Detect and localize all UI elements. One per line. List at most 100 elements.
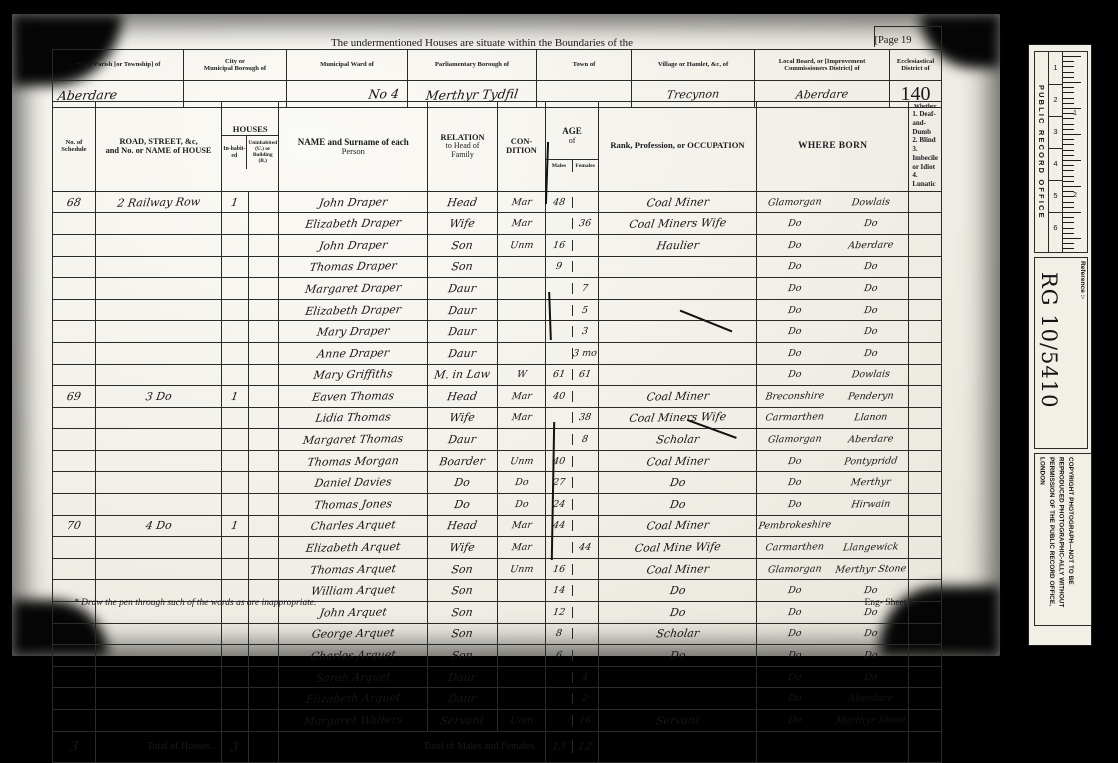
- born-county: Do: [787, 261, 803, 273]
- table-row: Thomas Morgan Boarder Unm 40 Coal Miner Do Pon…: [52, 449, 942, 473]
- cell-houses-inhabited: [221, 536, 249, 559]
- cell-houses-uninhabited: [247, 514, 280, 538]
- born-place: Do: [863, 325, 879, 338]
- cell-schedule: [52, 709, 96, 732]
- cell-relation: Do: [427, 471, 498, 495]
- cell-houses-inhabited: [221, 212, 249, 235]
- cell-road: [94, 709, 223, 732]
- cell-age-females: [573, 261, 598, 272]
- cell-occupation: Coal Mine Wife: [597, 536, 758, 559]
- cell-occupation: Coal Miner: [597, 190, 758, 214]
- cell-relation: Son: [427, 557, 498, 581]
- born-place: Penderyn: [847, 390, 895, 403]
- cell-age: 40: [545, 385, 599, 408]
- cell-schedule: 68: [52, 190, 96, 214]
- cell-schedule: 70: [52, 514, 96, 538]
- cell-houses-inhabited: [221, 665, 249, 689]
- table-row: Mary Griffiths M. in Law W 61 61 Do Dowlais: [52, 363, 942, 387]
- cell-where-born: Do Do: [756, 341, 910, 365]
- table-row: George Arquet Son 8 Scholar Do Do: [52, 622, 942, 646]
- cell-condition: W: [496, 363, 547, 387]
- cell-condition: Do: [496, 471, 547, 495]
- cell-age-males: 16: [546, 240, 573, 251]
- cell-houses-inhabited: 1: [221, 190, 249, 214]
- cell-houses-inhabited: [221, 449, 249, 473]
- cell-where-born: Do Do: [756, 212, 910, 235]
- cell-name: Elizabeth Arquet: [278, 687, 429, 710]
- place-header-table: *Civil Parish [or Township] of City or M…: [52, 49, 942, 108]
- cell-houses-inhabited: [221, 233, 249, 257]
- cell-where-born: Do Do: [756, 298, 910, 322]
- cell-where-born: Do Dowlais: [756, 363, 910, 387]
- cell-age-females: [573, 197, 598, 208]
- cell-age: 38: [545, 406, 599, 430]
- cell-road: [94, 298, 223, 322]
- cell-age-females: [573, 391, 598, 402]
- born-place: Dowlais: [850, 368, 891, 381]
- cell-age-males: [546, 218, 573, 230]
- pro-ruler: 1 2: [1063, 52, 1087, 252]
- cell-relation: Son: [427, 579, 498, 603]
- pro-scale-numbers: 1 2 3 4 5 6: [1049, 52, 1063, 252]
- form-banner: The undermentioned Houses are situate wi…: [52, 26, 942, 50]
- cell-whether: [908, 298, 942, 322]
- cell-relation: Boarder: [427, 449, 498, 473]
- cell-schedule: [52, 493, 96, 516]
- cell-age-males: 44: [546, 520, 573, 532]
- table-row: Elizabeth Draper Daur 5 Do Do: [52, 298, 942, 322]
- cell-houses-inhabited: [221, 341, 249, 365]
- cell-occupation: [597, 665, 758, 689]
- born-place: Merthyr Stone: [834, 562, 907, 576]
- cell-relation: Son: [427, 644, 498, 667]
- cell-houses-inhabited: [221, 644, 249, 667]
- cell-where-born: Glamorgan Dowlais: [756, 190, 910, 214]
- place-label-civil-parish: *Civil Parish [or Township] of: [52, 49, 184, 81]
- born-county: Do: [787, 714, 803, 726]
- born-county: Pembrokeshire: [757, 519, 833, 533]
- cell-occupation: Do: [597, 644, 758, 667]
- cell-age-females: [573, 564, 598, 575]
- cell-occupation: Scholar: [597, 622, 758, 646]
- table-row: Thomas Draper Son 9 Do Do: [52, 255, 942, 279]
- col-header-occupation: Rank, Profession, or OCCUPATION: [597, 101, 758, 192]
- cell-whether: [908, 428, 942, 451]
- cell-schedule: [52, 298, 96, 322]
- cell-whether: [908, 665, 942, 689]
- register-table: No. of Schedule ROAD, STREET, &c, and No…: [52, 101, 942, 763]
- cell-relation: Servant: [427, 709, 498, 732]
- place-label-parliamentary-borough: Parliamentary Borough of: [407, 49, 537, 81]
- cell-where-born: Glamorgan Aberdare: [756, 428, 910, 451]
- cell-houses-uninhabited: [247, 255, 280, 279]
- pro-reference-box: Reference :- RG 10/5410: [1034, 257, 1088, 449]
- cell-age-males: [546, 412, 573, 424]
- cell-condition: Unm: [496, 709, 547, 732]
- cell-age-females: [573, 456, 598, 467]
- cell-houses-uninhabited: [247, 363, 280, 387]
- cell-houses-inhabited: [221, 320, 249, 343]
- cell-name: Elizabeth Draper: [278, 298, 429, 322]
- cell-condition: [496, 277, 547, 300]
- cell-occupation: [597, 298, 758, 322]
- cell-occupation: Coal Miner: [597, 557, 758, 581]
- form-footnote: * Draw the pen through such of the words…: [74, 598, 317, 608]
- cell-schedule: [52, 363, 96, 387]
- table-row: Margaret Draper Daur 7 Do Do: [52, 277, 942, 300]
- place-label-city-borough: City or Municipal Borough of: [183, 49, 287, 81]
- cell-houses-inhabited: 1: [221, 385, 249, 408]
- cell-houses-uninhabited: [247, 644, 280, 667]
- cell-age: 44: [545, 536, 599, 559]
- cell-houses-inhabited: [221, 255, 249, 279]
- cell-whether: [908, 233, 942, 257]
- cell-road: [94, 449, 223, 473]
- cell-houses-uninhabited: [247, 687, 280, 710]
- cell-houses-inhabited: [221, 557, 249, 581]
- cell-relation: Daur: [427, 665, 498, 689]
- cell-condition: Mar: [496, 514, 547, 538]
- col-header-name: NAME and Surname of each Person: [278, 101, 429, 192]
- cell-where-born: Do Merthyr Stone: [756, 709, 910, 732]
- cell-houses-inhabited: 1: [221, 514, 249, 538]
- cell-name: John Draper: [278, 190, 429, 214]
- cell-relation: Head: [427, 190, 498, 214]
- totals-age-cells: 13 12: [545, 730, 599, 763]
- table-row: Margaret Walters Servant Unm 16 Servant Do Mer…: [52, 709, 942, 732]
